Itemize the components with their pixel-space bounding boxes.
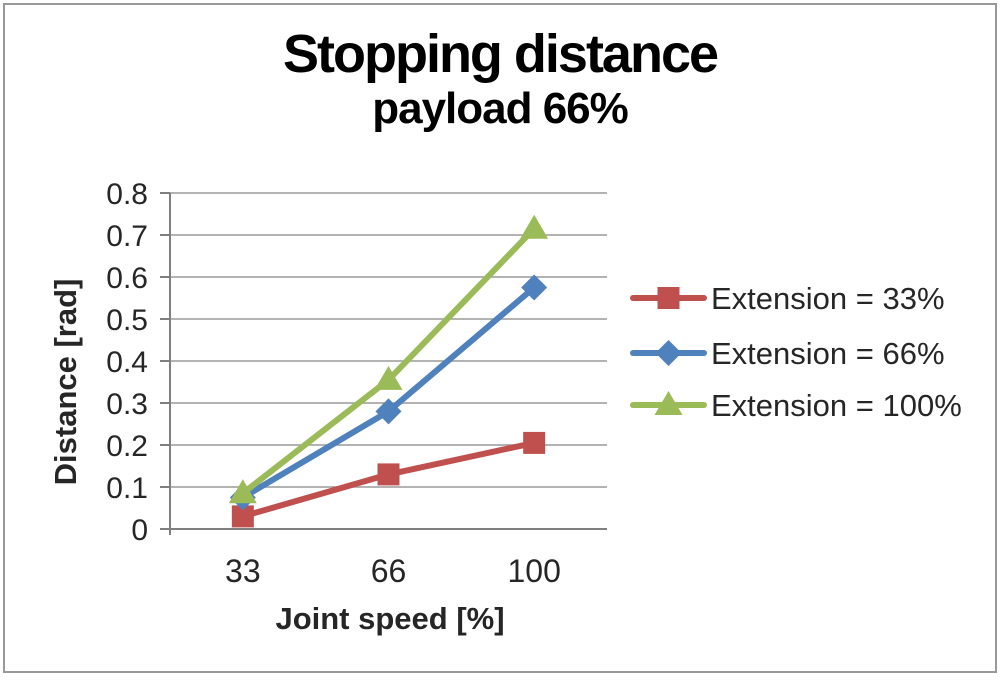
chart-subtitle: payload 66% [372, 84, 629, 133]
legend-label: Extension = 66% [711, 336, 945, 371]
y-tick-label: 0.4 [106, 346, 148, 379]
y-tick-label: 0.3 [106, 388, 148, 421]
data-point-marker [520, 214, 549, 239]
y-axis-title: Distance [rad] [48, 279, 83, 486]
legend-label: Extension = 33% [711, 281, 945, 316]
data-point-marker [521, 274, 548, 301]
chart-title: Stopping distance [282, 24, 719, 84]
legend-marker [657, 287, 680, 309]
x-tick-label: 100 [507, 553, 560, 589]
x-tick-label: 66 [371, 553, 407, 589]
y-tick-label: 0.8 [106, 178, 148, 211]
data-point-marker [374, 365, 403, 390]
y-tick-label: 0.1 [106, 472, 148, 505]
data-point-marker [228, 479, 257, 504]
x-tick-label: 33 [225, 553, 261, 589]
legend-marker [655, 340, 682, 366]
legend-label: Extension = 100% [711, 388, 962, 423]
data-point-marker [523, 431, 546, 454]
y-tick-label: 0 [131, 514, 148, 547]
y-tick-label: 0.2 [106, 430, 148, 463]
title-block: Stopping distance payload 66% [0, 24, 1000, 134]
y-tick-label: 0.5 [106, 304, 148, 337]
y-tick-label: 0.7 [106, 220, 148, 253]
x-axis-title: Joint speed [%] [275, 601, 504, 636]
y-tick-label: 0.6 [106, 262, 148, 295]
legend-marker [654, 391, 683, 415]
data-point-marker [375, 398, 402, 425]
data-point-marker [377, 463, 400, 486]
data-point-marker [231, 505, 254, 528]
